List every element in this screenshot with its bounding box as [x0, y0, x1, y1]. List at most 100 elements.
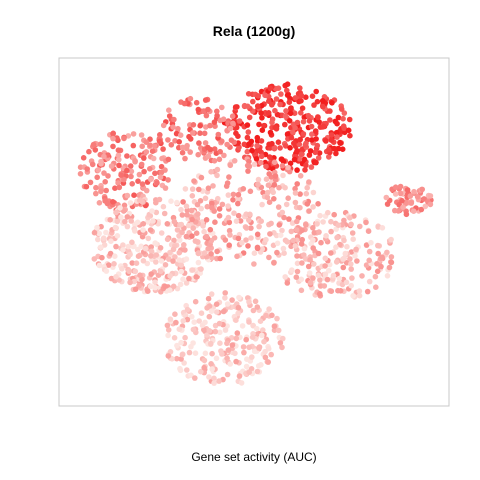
data-point: [217, 329, 223, 336]
data-point: [174, 227, 181, 233]
data-point: [181, 100, 188, 107]
data-point: [348, 282, 355, 289]
data-point: [293, 227, 300, 233]
data-point: [283, 108, 289, 114]
data-point: [326, 267, 332, 274]
data-point: [269, 119, 275, 126]
data-point: [187, 95, 194, 102]
data-point: [180, 199, 186, 205]
data-point: [208, 169, 214, 175]
data-point: [230, 191, 237, 198]
data-point: [125, 133, 132, 139]
data-point: [311, 102, 317, 108]
data-point: [297, 191, 303, 197]
data-point: [310, 237, 316, 243]
data-point: [227, 125, 234, 132]
data-point: [261, 338, 267, 345]
data-point: [202, 319, 208, 326]
data-point: [279, 156, 285, 163]
data-point: [196, 318, 202, 324]
data-point: [205, 106, 211, 113]
data-point: [165, 332, 171, 339]
chart-title: Rela (1200g): [213, 23, 295, 39]
data-point: [224, 301, 231, 307]
data-point: [249, 147, 255, 154]
data-point: [231, 158, 238, 164]
data-point: [314, 98, 321, 105]
data-point: [217, 340, 223, 347]
data-point: [230, 120, 236, 127]
data-point: [232, 104, 239, 110]
data-point: [128, 218, 134, 224]
data-point: [172, 311, 178, 318]
data-point: [347, 256, 353, 262]
data-point: [132, 268, 139, 275]
data-point: [203, 233, 210, 240]
data-point: [157, 245, 164, 251]
data-point: [286, 99, 293, 105]
data-point: [225, 347, 232, 353]
data-point: [205, 153, 212, 159]
data-point: [97, 244, 104, 251]
data-point: [229, 113, 236, 119]
data-point: [138, 161, 145, 168]
data-point: [165, 327, 172, 333]
data-point: [306, 152, 313, 158]
data-point: [205, 185, 212, 191]
data-point: [317, 212, 323, 219]
data-point: [372, 273, 379, 280]
data-point: [280, 335, 286, 342]
data-point: [216, 320, 223, 327]
data-point: [421, 196, 427, 202]
data-point: [195, 250, 202, 257]
data-point: [177, 367, 184, 374]
data-point: [115, 180, 121, 186]
data-point: [132, 286, 139, 293]
data-point: [310, 225, 316, 231]
data-point: [314, 142, 321, 149]
data-point: [90, 141, 97, 148]
data-point: [113, 274, 119, 280]
data-point: [211, 146, 218, 152]
data-point: [222, 290, 228, 296]
data-point: [217, 255, 223, 262]
data-point: [303, 162, 309, 169]
data-point: [164, 322, 171, 329]
data-point: [306, 270, 313, 276]
data-point: [130, 243, 136, 250]
data-point: [206, 328, 213, 334]
data-point: [253, 156, 260, 162]
data-point: [290, 237, 297, 244]
data-point: [284, 239, 291, 245]
data-point: [190, 225, 196, 231]
data-point: [108, 238, 114, 244]
data-point: [227, 361, 233, 367]
data-point: [195, 211, 201, 217]
data-point: [168, 198, 174, 204]
data-point: [237, 218, 244, 224]
data-point: [147, 142, 153, 148]
data-point: [139, 143, 145, 150]
data-point: [386, 264, 393, 271]
data-point: [204, 332, 210, 338]
data-point: [156, 138, 163, 145]
data-point: [190, 326, 197, 333]
data-point: [93, 190, 99, 197]
data-point: [383, 194, 390, 201]
data-point: [308, 164, 315, 170]
data-point: [192, 375, 198, 381]
data-point: [235, 310, 241, 317]
data-point: [183, 256, 190, 262]
data-point: [229, 297, 235, 303]
data-point: [320, 123, 327, 130]
data-point: [364, 288, 371, 295]
data-point: [189, 216, 195, 223]
data-point: [375, 242, 381, 249]
data-point: [208, 291, 215, 297]
data-point: [250, 307, 257, 314]
data-point: [171, 116, 177, 123]
data-point: [134, 219, 141, 226]
data-point: [307, 256, 313, 263]
data-point: [244, 162, 251, 169]
data-point: [339, 146, 346, 152]
